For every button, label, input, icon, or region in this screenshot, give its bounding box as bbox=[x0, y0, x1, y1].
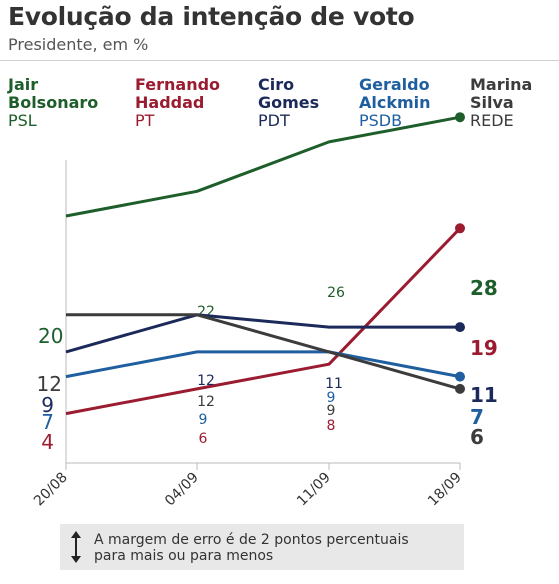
chart-title: Evolução da intenção de voto bbox=[8, 2, 415, 31]
x-tick-label: 20/08 bbox=[31, 470, 71, 510]
end-value-label: 7 bbox=[470, 405, 484, 429]
legend-name-line2: Haddad bbox=[135, 93, 205, 112]
end-point-jair-bolsonaro bbox=[455, 112, 465, 123]
x-tick-label: 04/09 bbox=[162, 470, 202, 510]
legend-name-line1: Fernando bbox=[135, 75, 221, 94]
legend-party: PT bbox=[135, 111, 155, 130]
legend-party: PDT bbox=[258, 111, 290, 130]
start-value-label: 12 bbox=[37, 372, 62, 396]
data-label: 9 bbox=[327, 403, 336, 419]
legend-party: PSDB bbox=[359, 111, 403, 130]
legend-item-marina: Marina Silva REDE bbox=[470, 76, 555, 130]
end-value-label: 6 bbox=[470, 425, 484, 449]
data-label: 6 bbox=[199, 431, 208, 447]
data-label: 26 bbox=[327, 285, 345, 301]
legend-item-ciro: Ciro Gomes PDT bbox=[258, 76, 368, 130]
end-value-label: 11 bbox=[470, 383, 498, 407]
start-value-label: 7 bbox=[41, 410, 54, 434]
series-line-jair-bolsonaro bbox=[65, 115, 461, 218]
end-point-ciro-gomes bbox=[455, 322, 465, 333]
legend-item-bolsonaro: Jair Bolsonaro PSL bbox=[8, 76, 118, 130]
data-label: 8 bbox=[327, 418, 336, 434]
series-line-marina-silva bbox=[66, 313, 461, 391]
legend-name-line2: Alckmin bbox=[359, 93, 431, 112]
end-value-label: 28 bbox=[470, 276, 498, 300]
legend-party: PSL bbox=[8, 111, 37, 130]
series-line-geraldo-alckmin bbox=[65, 350, 461, 379]
data-label: 12 bbox=[197, 373, 215, 389]
data-label: 9 bbox=[199, 412, 208, 428]
legend-name-line2: Silva bbox=[470, 93, 514, 112]
legend-name-line1: Ciro bbox=[258, 75, 295, 94]
x-tick-label: 18/09 bbox=[425, 470, 465, 510]
legend-name-line1: Jair bbox=[8, 75, 39, 94]
start-value-label: 9 bbox=[41, 393, 54, 417]
chart-subtitle: Presidente, em % bbox=[8, 35, 149, 54]
end-point-marina-silva bbox=[455, 383, 465, 394]
note-line1: A margem de erro é de 2 pontos percentua… bbox=[94, 532, 409, 548]
data-label: 11 bbox=[325, 376, 343, 392]
legend-name-line1: Marina bbox=[470, 75, 533, 94]
start-value-label: 20 bbox=[38, 324, 63, 348]
margin-of-error-note: A margem de erro é de 2 pontos percentua… bbox=[60, 524, 464, 570]
legend-item-alckmin: Geraldo Alckmin PSDB bbox=[359, 76, 469, 130]
header-divider bbox=[0, 60, 559, 61]
double-arrow-vertical-icon bbox=[71, 531, 81, 563]
legend-name-line1: Geraldo bbox=[359, 75, 430, 94]
series-line-ciro-gomes bbox=[65, 313, 460, 354]
end-value-label: 19 bbox=[470, 336, 498, 360]
legend-name-line2: Gomes bbox=[258, 93, 320, 112]
data-label: 12 bbox=[197, 394, 215, 410]
end-point-geraldo-alckmin bbox=[455, 371, 465, 382]
end-point-fernando-haddad bbox=[455, 223, 465, 234]
legend-item-haddad: Fernando Haddad PT bbox=[135, 76, 245, 130]
data-label: 9 bbox=[327, 390, 336, 406]
series-line-fernando-haddad bbox=[65, 227, 462, 416]
x-tick-label: 11/09 bbox=[294, 470, 334, 510]
legend-name-line2: Bolsonaro bbox=[8, 93, 99, 112]
legend-party: REDE bbox=[470, 111, 514, 130]
start-value-label: 4 bbox=[41, 430, 54, 454]
note-line2: para mais ou para menos bbox=[94, 548, 274, 564]
